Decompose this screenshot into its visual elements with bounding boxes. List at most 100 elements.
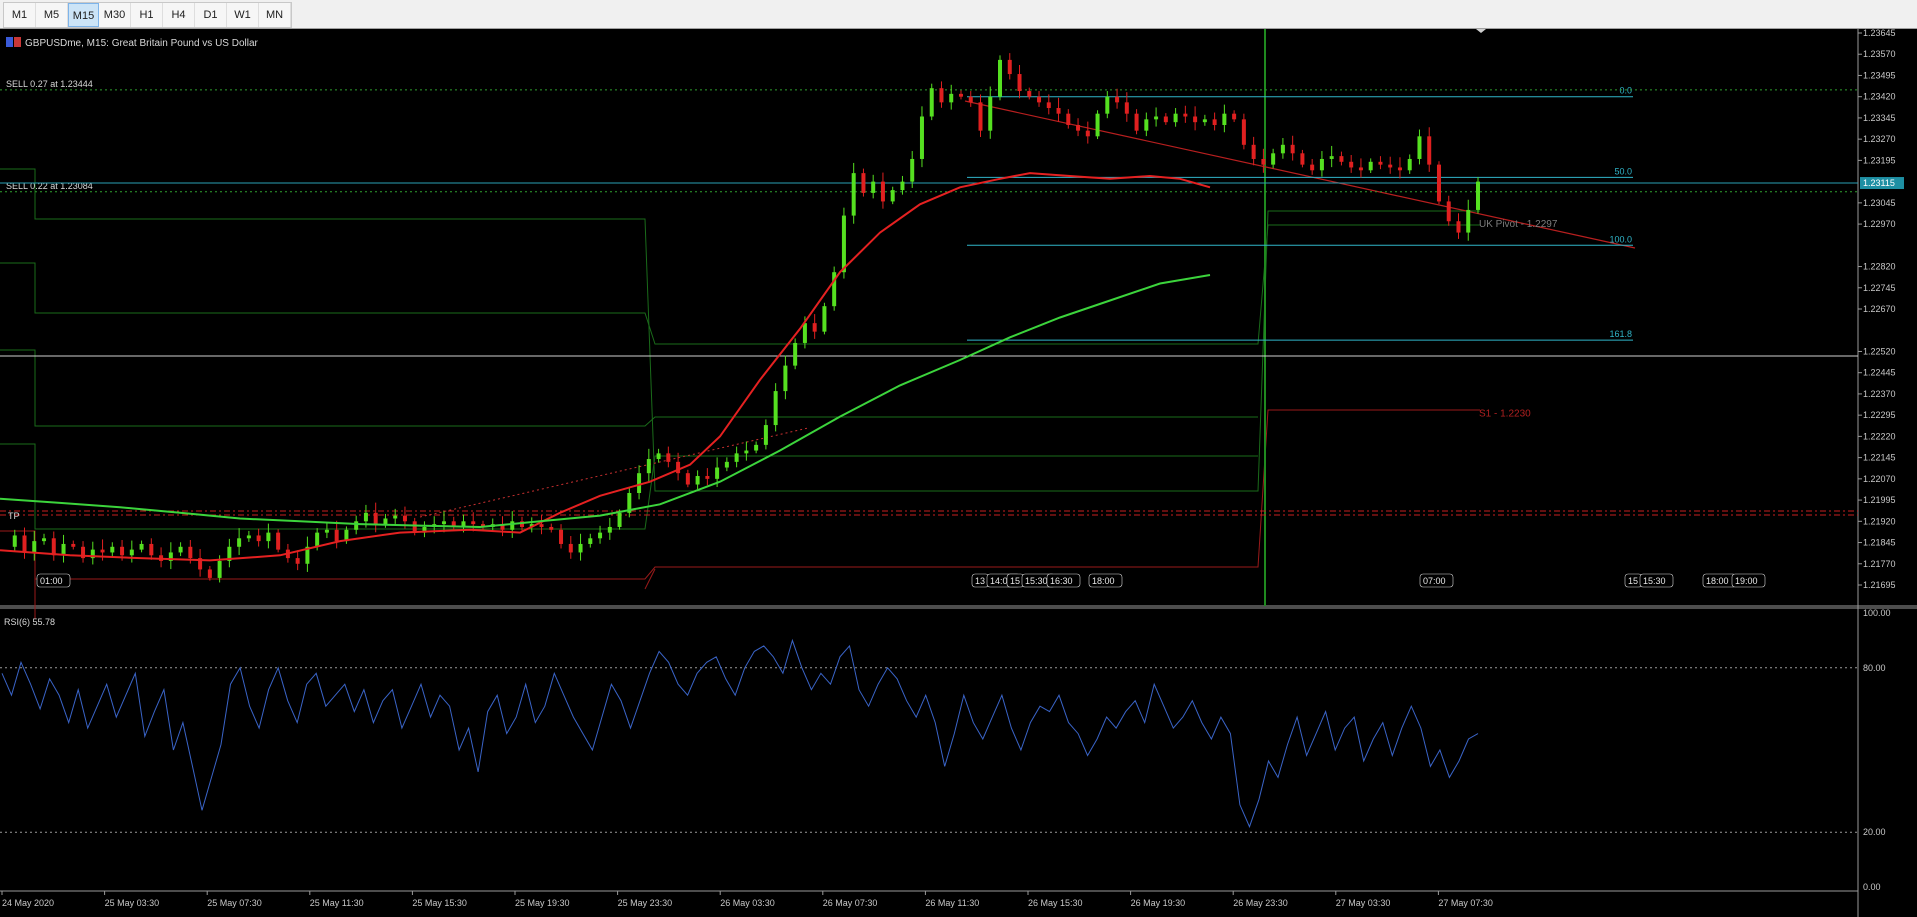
session-marker-box <box>36 573 71 588</box>
pivot-s3-step <box>34 568 656 619</box>
bear-candle <box>1046 102 1051 109</box>
session-marker-label: 19:00 <box>1735 576 1758 586</box>
bull-candle <box>129 549 134 556</box>
time-tick-label: 25 May 03:30 <box>105 898 160 908</box>
bear-candle <box>1339 156 1344 162</box>
bull-candle <box>246 535 251 539</box>
bear-candle <box>1115 96 1120 103</box>
bull-candle <box>841 215 846 273</box>
timeframe-h4-button[interactable]: H4 <box>163 3 195 27</box>
timeframe-mn-button[interactable]: MN <box>259 3 291 27</box>
bear-candle <box>812 323 817 332</box>
timeframe-m15-button[interactable]: M15 <box>68 3 99 27</box>
bull-candle <box>598 532 603 539</box>
price-tick-label: 1.22520 <box>1863 346 1896 356</box>
bull-candle <box>305 546 310 564</box>
pivot-lines <box>0 29 1858 619</box>
ma-slow-line <box>0 274 1211 529</box>
bull-candle <box>32 541 37 553</box>
timeframe-d1-button[interactable]: D1 <box>195 3 227 27</box>
bull-candle <box>237 538 242 547</box>
timeframe-toolbar: M1 M5 M15 M30 H1 H4 D1 W1 MN <box>0 0 1917 29</box>
fibo-level-label: 161.8 <box>1609 329 1632 339</box>
bull-candle <box>1319 158 1324 171</box>
bear-candle <box>1212 119 1217 125</box>
price-tick-label: 1.22070 <box>1863 474 1896 484</box>
bull-candle <box>139 543 144 550</box>
bull-candle <box>783 365 788 392</box>
timeframe-h1-button[interactable]: H1 <box>131 3 163 27</box>
bear-candle <box>520 521 525 527</box>
fibo-level-label: 100.0 <box>1609 234 1632 244</box>
bull-candle <box>90 549 95 559</box>
price-tick-label: 1.21845 <box>1863 538 1896 548</box>
price-tick-label: 1.23345 <box>1863 113 1896 123</box>
bull-candle <box>773 391 778 426</box>
bull-candle <box>422 526 427 533</box>
bear-candle <box>568 543 573 553</box>
timeframe-m30-button[interactable]: M30 <box>99 3 131 27</box>
bull-candle <box>607 526 612 533</box>
bull-candle <box>793 342 798 366</box>
session-marker-box <box>1731 573 1766 588</box>
bear-candle <box>1456 221 1461 233</box>
time-tick-label: 25 May 19:30 <box>515 898 570 908</box>
session-marker-label: 15 <box>1628 576 1638 586</box>
bull-candle <box>461 521 466 527</box>
bull-candle <box>900 181 905 191</box>
bull-candle <box>802 323 807 343</box>
bear-candle <box>1358 167 1363 171</box>
bear-candle <box>1388 164 1393 168</box>
bull-candle <box>354 521 359 530</box>
bull-candle <box>441 521 446 525</box>
bull-candle <box>949 93 954 103</box>
pivot-label: UK Pivot - 1.2297 <box>1479 219 1558 230</box>
bear-candle <box>22 535 27 553</box>
rsi-axis-label: 100.00 <box>1863 608 1891 618</box>
pivot-s1-line <box>0 349 1258 427</box>
bear-candle <box>402 515 407 522</box>
bear-candle <box>1085 130 1090 137</box>
bear-candle <box>549 526 554 530</box>
bull-candle <box>383 518 388 525</box>
bull-candle <box>695 476 700 485</box>
bear-candle <box>1378 161 1383 165</box>
bull-candle <box>12 535 17 547</box>
price-tick-label: 1.22220 <box>1863 431 1896 441</box>
bull-candle <box>1095 113 1100 137</box>
bear-candle <box>412 521 417 533</box>
bull-candle <box>510 521 515 530</box>
bear-candle <box>188 546 193 559</box>
session-marker-box <box>1088 573 1123 588</box>
price-tick-label: 1.22670 <box>1863 304 1896 314</box>
order-label: SELL 0.27 at 1.23444 <box>6 79 93 89</box>
bull-candle <box>217 560 222 578</box>
session-marker-label: 13 <box>975 576 985 586</box>
bear-candle <box>1066 113 1071 125</box>
bull-candle <box>754 444 759 451</box>
bear-candle <box>1037 96 1042 103</box>
bear-candle <box>1349 161 1354 168</box>
price-tick-label: 1.22745 <box>1863 283 1896 293</box>
order-lines[interactable]: SELL 0.27 at 1.23444 SELL 0.22 at 1.23084 <box>0 79 1858 193</box>
bull-candle <box>637 473 642 493</box>
session-marker-label: 18:00 <box>1706 576 1729 586</box>
rsi-axis-label: 80.00 <box>1863 663 1886 673</box>
timeframe-m5-button[interactable]: M5 <box>36 3 68 27</box>
timeframe-w1-button[interactable]: W1 <box>227 3 259 27</box>
bull-candle <box>890 190 895 202</box>
bull-candle <box>324 529 329 533</box>
time-tick-label: 25 May 11:30 <box>310 898 364 908</box>
time-tick-label: 26 May 19:30 <box>1131 898 1186 908</box>
fibonacci-retracement[interactable]: 0.0 50.0 100.0 161.8 <box>967 86 1633 341</box>
bull-candle <box>1329 156 1334 159</box>
bull-candle <box>61 543 66 556</box>
bear-candle <box>978 102 983 131</box>
bull-candle <box>1271 153 1276 165</box>
timeframe-m1-button[interactable]: M1 <box>4 3 36 27</box>
bear-candle <box>880 181 885 202</box>
fibo-level-label: 0.0 <box>1619 86 1632 96</box>
bear-candle <box>685 473 690 485</box>
bull-candle <box>1202 119 1207 123</box>
